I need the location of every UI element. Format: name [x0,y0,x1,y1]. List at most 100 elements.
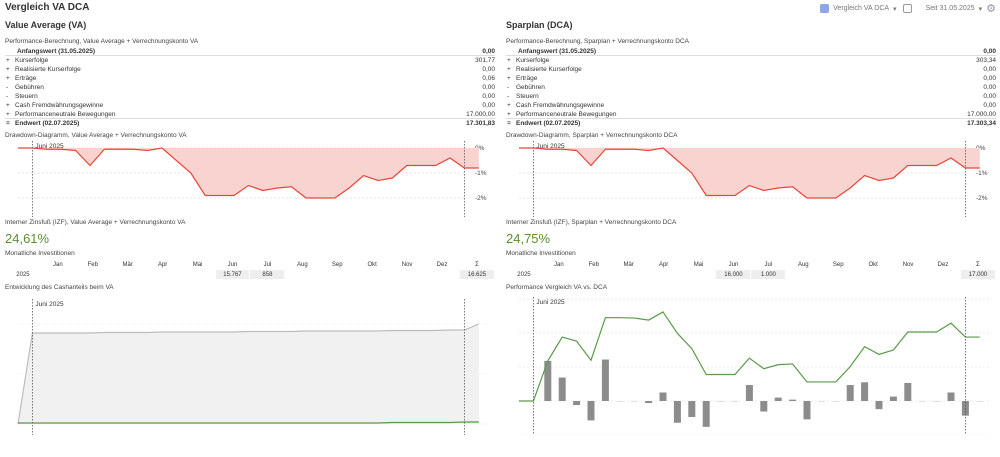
difference-bar [659,392,667,401]
row-sign: + [507,75,511,82]
row-label: Realisierte Kurserfolge [516,66,582,73]
invest-cell: 17.000 [960,270,995,279]
month-header: Jan [554,261,564,268]
month-header: Mai [693,261,704,268]
row-value: 17.301,83 [466,120,495,127]
month-header: Okt [868,261,878,268]
month-header: Aug [296,261,308,268]
row-sign: + [507,57,511,64]
marker-label: Juni 2025 [35,143,64,150]
invest-cell: 858 [250,270,285,279]
row-label: Gebühren [15,84,44,91]
performance-row: + Kurserfolge 303,34 [506,56,996,65]
difference-bar [673,401,681,423]
row-value: 303,34 [976,57,996,64]
invest-cell [146,270,180,279]
row-value: 0,00 [983,66,996,73]
difference-bar [861,382,869,401]
y-tick-label: 0% [475,145,485,152]
row-sign: - [507,84,510,91]
irr-caption: Interner Zinsfuß (IZF), Value Average + … [5,219,186,226]
difference-bar [745,385,753,401]
invest-cell [856,270,890,279]
difference-bar [803,401,811,420]
row-label: Erträge [516,75,538,82]
month-header: Sep [331,261,343,268]
invest-cell [926,270,960,279]
bottom-chart-caption: Performance Vergleich VA vs. DCA [506,284,608,291]
row-label: Gebühren [516,84,545,91]
drawdown-line [18,147,479,199]
difference-bar [875,401,883,410]
performance-row: - Steuern 0,00 [506,92,996,101]
invest-cell [786,270,820,279]
drawdown-chart: 0% -1% -2% Juni 2025 [18,141,487,217]
row-value: 0,00 [983,75,996,82]
difference-bar [688,401,696,417]
invest-cell [355,270,389,279]
invest-cell [647,270,681,279]
invest-cell [891,270,925,279]
row-value: 17.303,34 [967,120,996,127]
row-value: 17.000,00 [967,111,996,118]
difference-bar [544,360,552,401]
row-value: 301,77 [475,57,495,64]
irr-caption: Interner Zinsfuß (IZF), Sparplan + Verre… [506,219,677,226]
invest-cell [577,270,611,279]
drawdown-line [519,147,980,199]
chevron-down-icon[interactable]: ▾ [893,5,897,13]
view-selector[interactable]: Vergleich VA DCA [833,5,890,12]
dashboard-icon[interactable] [820,4,830,13]
row-sign: - [6,93,9,100]
bottom-chart-caption: Entwicklung des Cashanteils beim VA [5,284,114,291]
difference-bar [630,401,638,402]
month-header: Feb [87,261,98,268]
row-label: Steuern [516,93,539,100]
difference-bar [774,397,782,401]
difference-bar [947,392,955,401]
end-value-row: = Endwert (02.07.2025) 17.301,83 [5,119,495,128]
month-header: Jun [728,261,739,268]
difference-bar [846,385,854,401]
month-header: Feb [588,261,599,268]
month-header: Σ [475,261,479,268]
row-sign: = [6,120,10,127]
row-value: 0,06 [482,75,495,82]
drawdown-area [519,148,980,198]
difference-bar [817,401,825,402]
y-tick-label: -1% [976,170,988,177]
difference-bar [760,401,768,412]
invest-cell [425,270,459,279]
invest-cell: 16.625 [459,270,494,279]
performance-row: + Erträge 0,06 [5,74,495,83]
month-header: Apr [658,261,669,268]
row-sign: + [507,111,511,118]
y-tick-label: -2% [976,195,988,202]
row-label: Realisierte Kurserfolge [15,66,81,73]
difference-bar [717,401,725,402]
month-header: Jun [227,261,238,268]
month-header: Aug [797,261,809,268]
period-selector[interactable]: Seit 31.05.2025 [925,5,975,12]
difference-bar [889,396,897,401]
chevron-down-icon[interactable]: ▾ [978,5,983,13]
irr-value: 24,61% [5,231,50,246]
month-header: Nov [902,261,914,268]
difference-bar [976,401,984,402]
cash-chart: Juni 2025 [17,299,490,435]
row-sign: + [6,75,10,82]
month-header: Dez [937,261,949,268]
marker-label: Juni 2025 [35,301,64,308]
row-label: Cash Fremdwährungsgewinne [15,102,104,109]
toolbar: Vergleich VA DCA ▾ Seit 31.05.2025 ▾ ⚙ [820,2,996,15]
monthly-investments-table: Jan Feb Mär Apr Mai Jun Jul Aug Sep Okt Nov Dez Σ 202… [5,259,495,280]
invest-cell [612,270,646,279]
difference-bar [601,359,609,401]
calendar-icon[interactable] [902,4,912,13]
difference-bar [904,382,912,401]
row-value: 0,00 [983,102,996,109]
total-area [18,324,479,424]
row-value: 0,00 [482,93,495,100]
difference-bar [573,401,581,406]
gear-icon[interactable]: ⚙ [986,3,996,15]
